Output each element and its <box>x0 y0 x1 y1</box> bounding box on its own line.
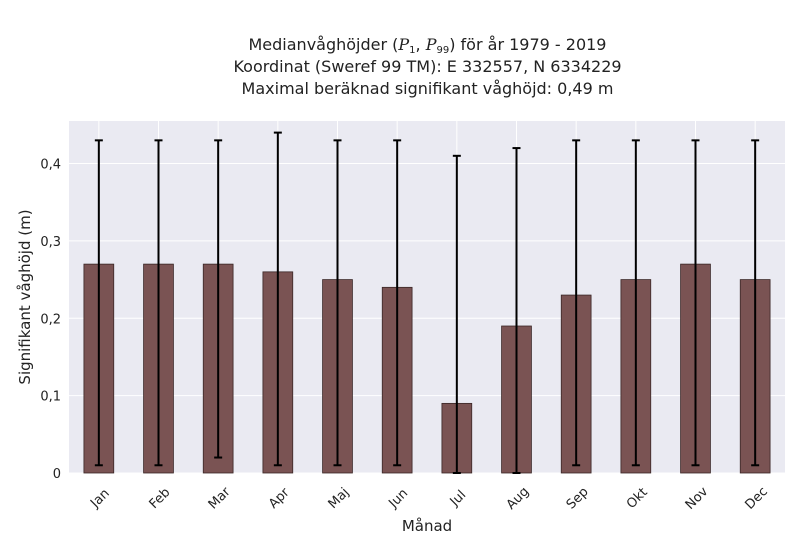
error-bar-mar <box>214 139 223 459</box>
x-tick-label: Feb <box>147 485 174 512</box>
x-tick-label: Dec <box>742 484 770 512</box>
error-bar-nov <box>691 139 700 467</box>
y-tick-label: 0,3 <box>40 235 61 250</box>
error-bar-jun <box>393 139 402 467</box>
y-tick-label: 0 <box>53 467 61 482</box>
x-tick-label: Aug <box>504 484 533 513</box>
x-tick-label: Apr <box>266 485 293 512</box>
error-bar-jan <box>94 139 103 467</box>
title-line-3: Maximal beräknad signifikant våghöjd: 0,… <box>241 79 614 98</box>
y-axis-ticks: 0 0,1 0,2 0,3 0,4 <box>40 158 61 482</box>
error-bar-sep <box>572 139 581 467</box>
x-tick-label: Maj <box>326 485 353 512</box>
plot-area <box>69 121 785 473</box>
error-bar-aug <box>512 147 521 474</box>
error-bar-maj <box>333 139 342 467</box>
x-tick-label: Jul <box>447 488 469 510</box>
error-bar-dec <box>751 139 760 467</box>
error-bar-okt <box>631 139 640 467</box>
x-axis-label: Månad <box>402 517 452 535</box>
x-tick-label: Okt <box>624 485 651 512</box>
y-axis-label: Signifikant våghöjd (m) <box>16 209 34 384</box>
error-bar-apr <box>273 131 282 467</box>
y-tick-label: 0,1 <box>40 390 61 405</box>
error-bar-feb <box>154 139 163 467</box>
title-line-2: Koordinat (Sweref 99 TM): E 332557, N 63… <box>233 57 622 76</box>
y-tick-label: 0,2 <box>40 312 61 327</box>
x-tick-label: Mar <box>206 484 234 512</box>
y-tick-label: 0,4 <box>40 158 61 173</box>
x-tick-label: Jan <box>87 486 112 511</box>
x-tick-label: Nov <box>683 484 712 513</box>
x-axis-ticks: Jan Feb Mar Apr Maj Jun Jul Aug Sep Okt Nov Dec <box>87 484 771 513</box>
error-bar-jul <box>452 154 461 474</box>
title-line-1: Medianvåghöjder (P1, P99) för år 1979 - … <box>248 35 607 56</box>
chart-title: Medianvåghöjder (P1, P99) för år 1979 - … <box>0 34 800 100</box>
x-tick-label: Sep <box>564 485 592 513</box>
error-bars <box>94 131 760 474</box>
x-tick-label: Jun <box>385 486 411 512</box>
